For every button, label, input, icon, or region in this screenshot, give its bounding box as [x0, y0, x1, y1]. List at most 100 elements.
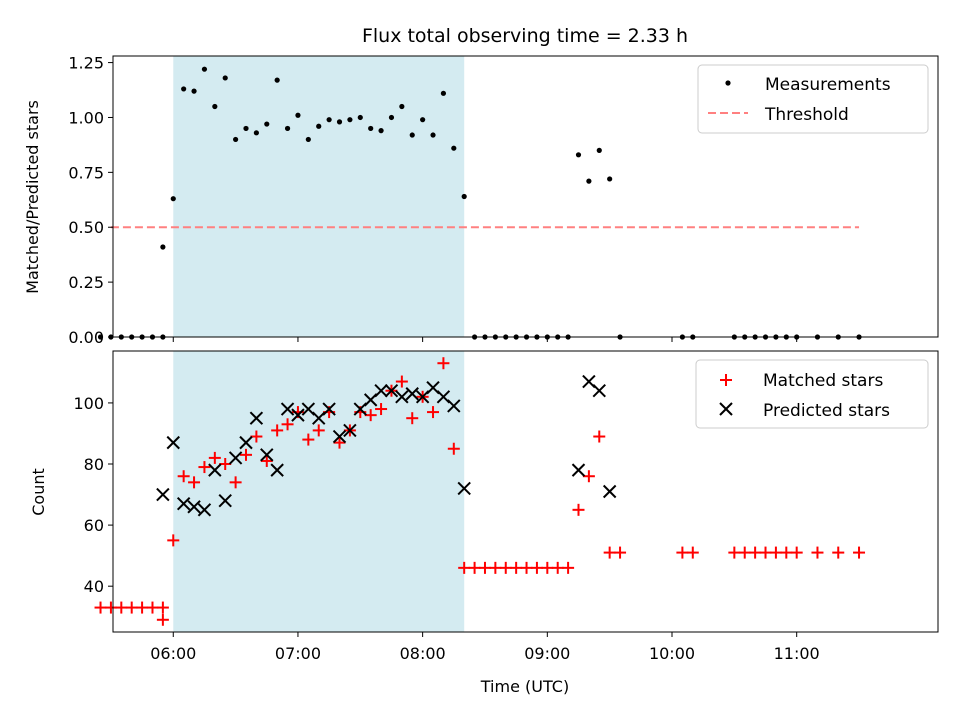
legend-threshold-label: Threshold	[764, 105, 849, 125]
bot-predicted-stars-point-23	[395, 390, 409, 404]
bot-matched-stars-point-56	[749, 546, 762, 559]
bot-matched-stars-point-58	[769, 546, 782, 559]
bot-matched-stars-point-22	[312, 424, 325, 437]
top-measurements-point-8	[170, 196, 176, 202]
bot-matched-stars-point-12	[208, 451, 221, 464]
xtick-label-4: 10:00	[649, 644, 695, 663]
bot-matched-stars-point-28	[375, 403, 388, 416]
xtick-label-0: 06:00	[150, 644, 196, 663]
top-measurements-point-48	[586, 178, 592, 184]
bot-ytick-label-1: 60	[84, 516, 104, 535]
top-ylabel: Matched/Predicted stars	[23, 100, 42, 294]
bot-ytick-label-3: 100	[73, 394, 104, 413]
top-panel: 0.00 0.25 0.50 0.75 1.00 1.25 Matched/Predict…	[23, 54, 939, 347]
top-measurements-point-19	[284, 125, 291, 132]
bot-matched-stars-point-63	[853, 546, 866, 559]
bot-ytick-label-0: 40	[84, 577, 104, 596]
bot-matched-stars-point-27	[364, 409, 377, 422]
bot-matched-stars-point-48	[582, 470, 595, 483]
top-measurements-point-22	[316, 123, 322, 129]
bot-matched-stars-point-18	[271, 424, 284, 437]
bot-matched-stars-point-39	[489, 561, 502, 574]
bot-predicted-stars-point-9	[249, 411, 264, 425]
bot-predicted-stars-point-22	[384, 383, 399, 398]
top-measurements-point-21	[305, 136, 311, 143]
top-measurements-point-16	[253, 130, 259, 136]
bot-matched-stars-point-35	[447, 442, 460, 455]
top-measurements-point-17	[264, 121, 270, 127]
top-measurements-point-32	[420, 117, 426, 123]
bot-matched-stars-point-57	[759, 546, 772, 559]
xtick-label-5: 11:00	[774, 644, 820, 663]
top-measurements-point-20	[295, 112, 301, 118]
legend-predicted-label: Predicted stars	[763, 401, 890, 421]
bot-matched-stars-point-17	[260, 454, 273, 467]
top-measurements-point-36	[461, 193, 467, 200]
xtick-label-2: 08:00	[400, 644, 446, 663]
top-ytick-label-0: 0.00	[68, 328, 104, 347]
x-axis-label: Time (UTC)	[480, 677, 569, 696]
bottom-legend-box	[695, 359, 929, 429]
top-measurements-point-11	[201, 66, 208, 72]
bot-matched-stars-point-5	[146, 601, 159, 614]
top-measurements-point-27	[368, 125, 374, 132]
bot-predicted-stars-point-1	[166, 435, 180, 450]
xtick-label-3: 09:00	[524, 644, 570, 663]
bot-predicted-stars-point-30	[571, 463, 586, 477]
bot-matched-stars-point-44	[541, 561, 554, 574]
bottom-axes-frame	[112, 350, 939, 633]
bot-matched-stars-point-33	[427, 406, 440, 419]
top-measurements-point-0	[97, 334, 104, 340]
top-measurements-point-28	[378, 128, 384, 134]
bot-matched-stars-point-24	[333, 436, 346, 449]
top-measurements-point-35	[451, 145, 457, 151]
bot-matched-stars-point-40	[499, 561, 512, 574]
bot-predicted-stars-point-17	[332, 429, 347, 444]
chart-title: Flux total observing time = 2.33 h	[362, 25, 688, 47]
bot-matched-stars-point-10	[188, 476, 201, 489]
legend-measurements-marker	[725, 80, 731, 86]
bot-matched-stars-point-62	[832, 546, 845, 559]
legend-measurements-label: Measurements	[765, 75, 891, 95]
bot-matched-stars-point-36	[458, 561, 471, 574]
bot-predicted-stars-point-2	[176, 497, 191, 511]
bot-predicted-stars-point-28	[447, 399, 461, 413]
top-measurements-point-18	[274, 77, 280, 83]
top-measurements-point-13	[222, 75, 228, 81]
bot-matched-stars-point-11	[198, 461, 211, 474]
bot-matched-stars-point-52	[676, 546, 689, 559]
bot-predicted-stars-point-32	[592, 383, 606, 398]
bot-predicted-stars-point-33	[602, 484, 617, 499]
top-ytick-label-3: 0.75	[68, 163, 104, 182]
bottom-highlight-span	[173, 351, 465, 632]
bottom-x-ticks: 06:00 07:00 08:00 09:00 10:00 11:00	[150, 632, 820, 663]
bot-matched-stars-point-42	[520, 561, 533, 574]
top-measurements-point-10	[191, 88, 197, 94]
bottom-y-ticks: 40 60 80 100	[73, 394, 113, 596]
bot-matched-stars-point-14	[229, 476, 242, 489]
top-measurements-point-15	[243, 125, 249, 132]
top-x-ticks	[172, 337, 798, 342]
bot-matched-stars-point-47	[572, 503, 585, 516]
bot-ytick-label-2: 80	[84, 455, 104, 474]
top-ytick-label-5: 1.25	[68, 54, 104, 73]
legend-matched-marker	[720, 374, 732, 386]
bot-matched-stars-point-4	[136, 601, 149, 614]
bot-matched-stars-point-45	[551, 561, 564, 574]
bot-predicted-stars-point-12	[280, 402, 295, 416]
bot-matched-stars-point-53	[686, 546, 699, 559]
top-measurements-point-12	[212, 103, 218, 110]
top-measurements-point-50	[607, 176, 613, 182]
bot-matched-stars-point-8	[167, 534, 180, 547]
bot-matched-stars-point-7	[156, 613, 169, 626]
top-measurements-point-31	[409, 132, 415, 138]
bot-matched-stars-point-2	[115, 601, 128, 614]
top-measurements-point-25	[347, 117, 353, 123]
top-ytick-label-2: 0.50	[68, 218, 104, 237]
legend-matched-label: Matched stars	[763, 371, 883, 391]
bot-predicted-stars-point-13	[291, 408, 305, 422]
bottom-legend: Matched stars Predicted stars	[695, 359, 929, 429]
top-legend: Measurements Threshold	[697, 64, 929, 134]
bot-predicted-stars-point-7	[228, 451, 243, 465]
